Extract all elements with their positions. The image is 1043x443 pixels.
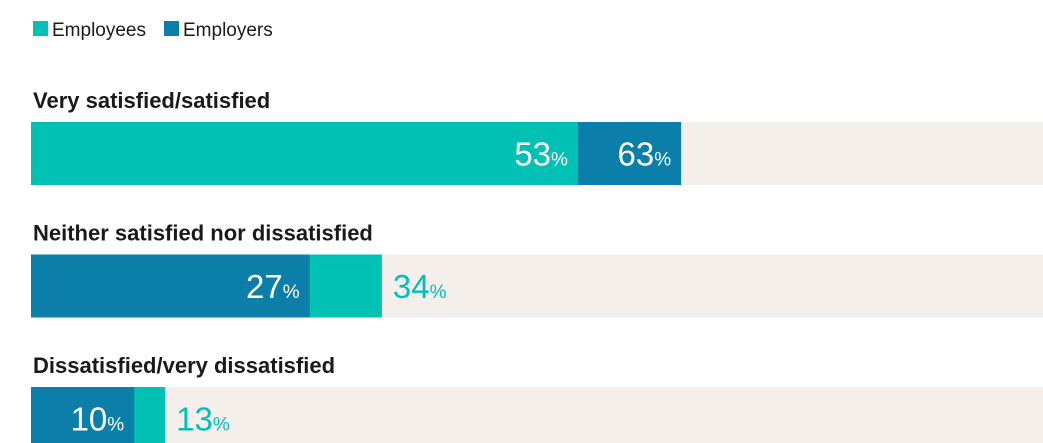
category-label: Very satisfied/satisfied: [33, 88, 270, 113]
legend-label: Employees: [52, 20, 146, 41]
value-label: 13%: [176, 401, 230, 438]
value-label: 27%: [246, 268, 300, 305]
bar: [31, 254, 310, 318]
legend-swatch: [164, 21, 179, 36]
legend-swatch: [33, 21, 48, 36]
legend-label: Employers: [183, 20, 273, 41]
value-label: 53%: [514, 136, 568, 173]
bar-track: [31, 387, 1043, 443]
category-label: Dissatisfied/very dissatisfied: [33, 353, 335, 378]
bar: [31, 387, 135, 443]
bar: [31, 122, 578, 185]
value-label: 34%: [393, 268, 447, 305]
value-label: 10%: [71, 401, 125, 438]
value-label: 63%: [618, 136, 672, 173]
category-label: Neither satisfied nor dissatisfied: [33, 221, 373, 246]
